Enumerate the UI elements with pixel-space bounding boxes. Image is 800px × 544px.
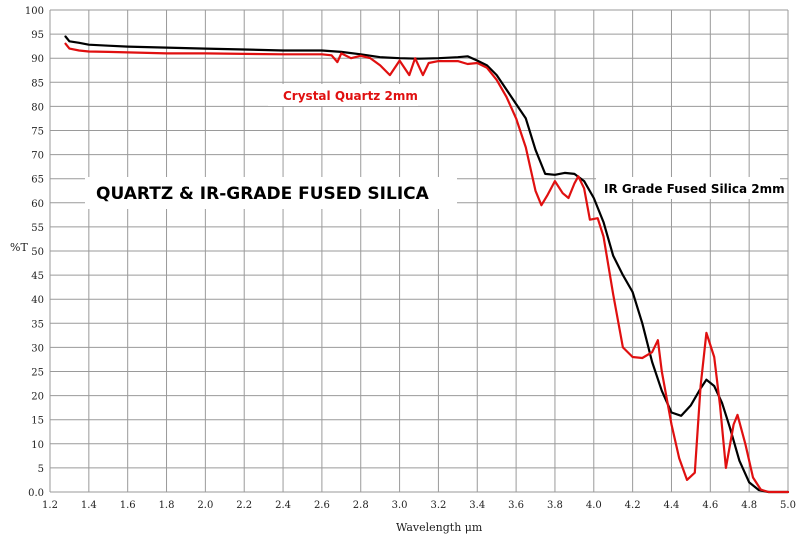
series-line-fused-silica [64, 35, 790, 494]
fused-silica-label: IR Grade Fused Silica 2mm [604, 182, 785, 196]
x-tick-label: 2.8 [353, 500, 369, 511]
x-tick-label: 4.6 [702, 500, 718, 511]
x-tick-label: 2.6 [314, 500, 330, 511]
y-tick-label: 30 [31, 343, 44, 354]
x-tick-label: 1.6 [120, 500, 136, 511]
x-tick-label: 4.0 [586, 500, 602, 511]
title-background [85, 177, 457, 209]
x-tick-label: 1.8 [159, 500, 175, 511]
y-tick-label: 100 [25, 6, 44, 17]
y-tick-label: 25 [31, 368, 44, 379]
fused-silica-label-bg [596, 177, 780, 199]
chart-grid [49, 9, 789, 493]
x-tick-label: 3.0 [392, 500, 408, 511]
y-tick-label: 90 [31, 54, 44, 65]
y-tick-label: 45 [31, 271, 44, 282]
x-tick-label: 3.6 [508, 500, 524, 511]
x-tick-label: 5.0 [780, 500, 796, 511]
x-tick-labels: 1.2 1.4 1.6 1.8 2.0 2.2 2.4 2.6 2.8 3.0 3.2 3.4 3.6 3… [42, 500, 796, 511]
y-tick-label: 5 [38, 464, 44, 475]
x-tick-label: 2.2 [236, 500, 252, 511]
y-tick-label: 75 [31, 127, 44, 138]
x-tick-label: 2.0 [197, 500, 213, 511]
x-tick-label: 1.4 [81, 500, 97, 511]
y-tick-label: 10 [31, 440, 44, 451]
y-tick-label: 40 [31, 295, 44, 306]
y-tick-label: 35 [31, 319, 44, 330]
y-tick-labels: 0.0 5 10 15 20 25 30 35 40 45 50 55 60 65 70 75 80 85 90 95… [25, 6, 44, 499]
y-tick-label: 20 [31, 392, 44, 403]
x-tick-label: 4.8 [741, 500, 757, 511]
y-tick-label: 70 [31, 151, 44, 162]
y-tick-label: 15 [31, 416, 44, 427]
x-tick-label: 1.2 [42, 500, 58, 511]
x-tick-label: 3.8 [547, 500, 563, 511]
chart-title: QUARTZ & IR-GRADE FUSED SILICA [96, 184, 430, 204]
x-tick-label: 2.4 [275, 500, 291, 511]
y-tick-label: 95 [31, 30, 44, 41]
y-tick-label: 65 [31, 175, 44, 186]
crystal-quartz-label-bg [268, 84, 418, 106]
y-tick-label: 0.0 [28, 488, 44, 499]
y-axis-label: %T [10, 241, 28, 254]
y-tick-label: 85 [31, 78, 44, 89]
x-tick-label: 4.2 [625, 500, 641, 511]
x-tick-label: 3.4 [469, 500, 485, 511]
series-line-crystal-quartz [64, 42, 790, 494]
y-tick-label: 80 [31, 102, 44, 113]
x-tick-label: 4.4 [664, 500, 680, 511]
y-tick-label: 50 [31, 247, 44, 258]
x-axis-label: Wavelength μm [396, 521, 483, 534]
crystal-quartz-label: Crystal Quartz 2mm [283, 89, 418, 103]
chart-series [64, 35, 790, 494]
x-tick-label: 3.2 [430, 500, 446, 511]
y-tick-label: 60 [31, 199, 44, 210]
y-tick-label: 55 [31, 223, 44, 234]
